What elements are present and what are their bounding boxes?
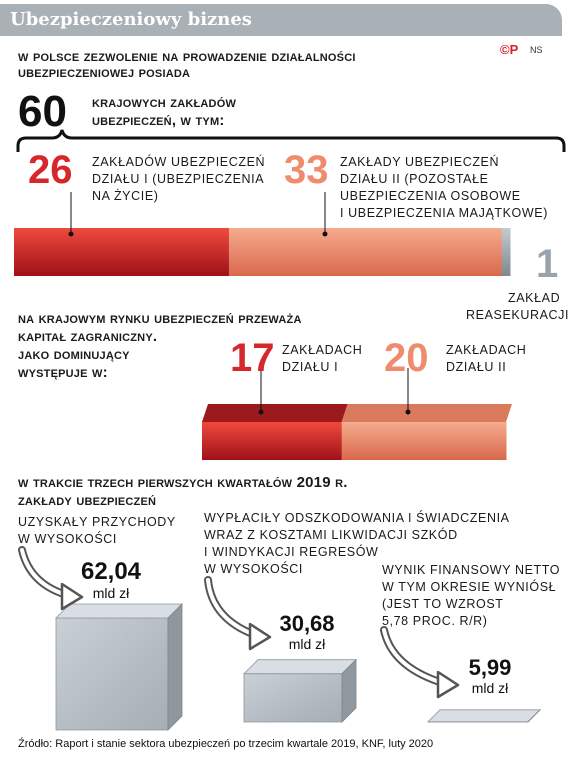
block-top-1 — [55, 603, 183, 619]
total-value: 60 — [18, 87, 67, 136]
arrow-head-2 — [248, 622, 272, 651]
life-insurers-label-line1: zakładów ubezpieczeń — [92, 155, 266, 169]
claims-desc-line3: i windykacji regresów — [204, 545, 379, 559]
section2-heading-line1: Na krajowym rynku ubezpieczeń przeważa — [18, 310, 302, 327]
block-top-3 — [427, 709, 541, 723]
nonlife-insurers-label-line4: i ubezpieczenia majątkowe) — [340, 206, 548, 220]
section1-heading-line2: ubezpieczeniowej posiada — [18, 64, 191, 81]
section3-heading-line2: zakłady ubezpieczeń — [18, 492, 157, 509]
block-side-2 — [341, 658, 357, 723]
reinsurer-value: 1 — [536, 242, 559, 286]
stacked-bar-licences — [14, 192, 511, 276]
block-side-1 — [167, 603, 183, 731]
bar2-connector-dot-2 — [405, 409, 411, 415]
reinsurer-label-line1: zakład — [508, 291, 561, 305]
bar1-segment-1 — [14, 228, 230, 276]
claims-desc-line2: wraz z kosztami likwidacji szkód — [204, 528, 458, 542]
claims-desc-line4: w wysokości — [204, 562, 303, 576]
revenue-desc-line1: uzyskały przychody — [18, 515, 176, 529]
profit-unit: mld zł — [471, 680, 509, 696]
publisher-logo: ©P — [500, 42, 519, 57]
revenue-desc-line2: w wysokości — [18, 532, 117, 546]
page-title: Ubezpieczeniowy biznes — [10, 9, 252, 30]
foreign-nonlife-value: 20 — [384, 336, 429, 380]
block-side-3 — [527, 708, 541, 723]
claims-desc-line1: wypłaciły odszkodowania i świadczenia — [204, 511, 510, 525]
bar2-connector-dot-1 — [258, 409, 264, 415]
section2-heading-line3: Jako dominujący — [18, 346, 130, 363]
nonlife-insurers-label-line3: ubezpieczenia osobowe — [340, 189, 521, 203]
block-top-2 — [243, 659, 357, 675]
claims-value: 30,68 — [279, 611, 335, 636]
section1-heading-line1: W Polsce zezwolenie na prowadzenie dział… — [18, 48, 356, 65]
foreign-life-label-line2: działu I — [282, 360, 339, 374]
revenue-value: 62,04 — [80, 558, 142, 585]
nonlife-insurers-label-line2: działu II (pozostałe — [340, 172, 489, 186]
section2-heading-line2: kapitał zagraniczny. — [18, 328, 158, 345]
block-front-1 — [55, 617, 169, 731]
nonlife-insurers-label-line1: zakłady ubezpieczeń — [340, 155, 500, 169]
bar2-top-1 — [202, 404, 348, 422]
total-bracket — [16, 129, 566, 152]
author-initials: NS — [530, 45, 543, 55]
bar2-segment-2 — [341, 422, 507, 460]
finance-blocks — [18, 546, 541, 731]
nonlife-insurers-value: 33 — [284, 148, 329, 192]
foreign-life-value: 17 — [230, 336, 275, 380]
claims-unit: mld zł — [288, 636, 326, 652]
arrow-head-1 — [60, 582, 84, 611]
revenue-unit: mld zł — [92, 585, 130, 601]
arrow-shaft-3 — [380, 626, 450, 688]
source-note: Źródło: Raport i stanie sektora ubezpiec… — [18, 738, 434, 750]
total-label-line2: ubezpieczeń, w tym: — [92, 112, 225, 129]
bar2-top-2 — [341, 404, 512, 422]
stacked-bar-foreign-capital — [202, 368, 512, 460]
section2-heading-line4: występuje w: — [18, 364, 108, 381]
block-front-2 — [243, 673, 343, 723]
section3-heading-line1: W trakcie trzech pierwszych kwartałów 20… — [18, 474, 348, 491]
header-band — [0, 4, 562, 36]
total-label-line1: krajowych zakładów — [92, 94, 237, 111]
bar1-segment-2 — [228, 228, 503, 276]
profit-desc-line1: wynik finansowy netto — [382, 563, 561, 577]
life-insurers-value: 26 — [28, 148, 73, 192]
foreign-life-label-line1: zakładach — [282, 343, 363, 357]
foreign-nonlife-label-line2: działu II — [446, 360, 507, 374]
arrow-head-3 — [436, 670, 460, 699]
profit-desc-line2: w tym okresie wyniósł — [382, 580, 557, 594]
reinsurer-label-line2: reasekuracji — [466, 308, 570, 322]
bar1-connector-dot-1 — [68, 231, 74, 237]
foreign-nonlife-label-line1: zakładach — [446, 343, 527, 357]
bar2-segment-1 — [202, 422, 343, 460]
profit-desc-line3: (jest to wzrost — [382, 597, 504, 611]
profit-desc-line4: 5,78 proc. r/r) — [382, 614, 488, 628]
bar1-connector-dot-2 — [322, 231, 328, 237]
profit-value: 5,99 — [468, 655, 512, 680]
arrow-inner-3 — [382, 628, 448, 686]
life-insurers-label-line2: działu I (ubezpieczenia — [92, 172, 265, 186]
life-insurers-label-line3: na życie) — [92, 189, 159, 203]
bar1-segment-3 — [501, 228, 511, 276]
